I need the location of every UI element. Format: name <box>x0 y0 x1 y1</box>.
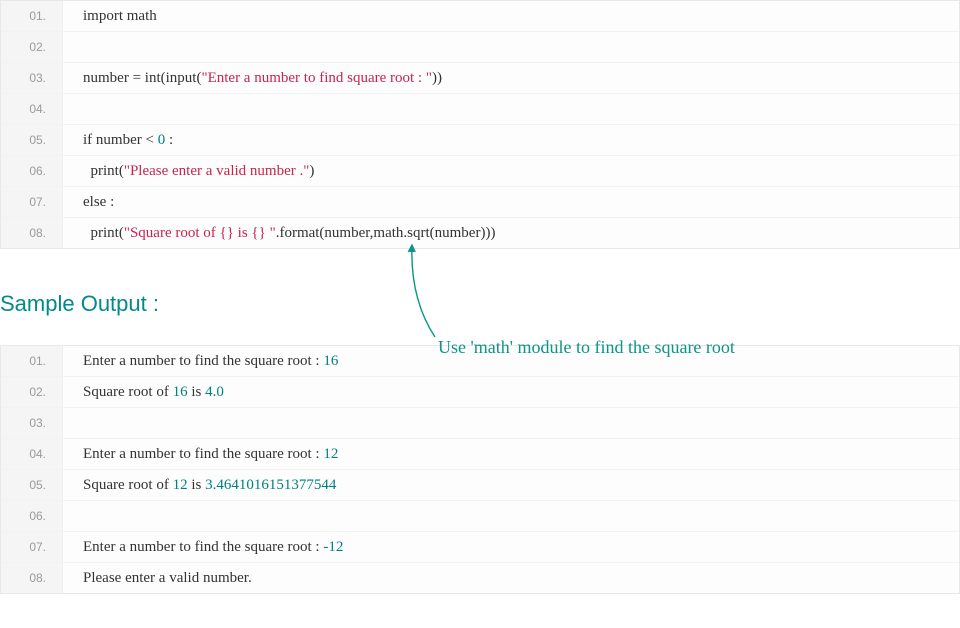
line-number: 04. <box>1 439 63 469</box>
line-content <box>63 510 83 522</box>
code-line: 04.Enter a number to find the square roo… <box>1 439 959 470</box>
line-content: Please enter a valid number. <box>63 564 252 593</box>
code-token: -12 <box>323 539 343 555</box>
code-token: )) <box>432 70 442 86</box>
line-number: 04. <box>1 94 63 124</box>
code-token: print( <box>83 225 124 241</box>
line-content: import math <box>63 2 157 31</box>
code-token: import math <box>83 8 157 24</box>
line-content: Square root of 12 is 3.4641016151377544 <box>63 471 336 500</box>
line-content: else : <box>63 188 114 217</box>
code-token: ) <box>309 163 314 179</box>
code-token: print( <box>83 163 124 179</box>
code-line: 07.Enter a number to find the square roo… <box>1 532 959 563</box>
code-token: 12 <box>173 477 188 493</box>
code-token: "Enter a number to find square root : " <box>201 70 432 86</box>
line-number: 05. <box>1 125 63 155</box>
line-content: Enter a number to find the square root :… <box>63 440 338 469</box>
line-number: 01. <box>1 1 63 31</box>
code-line: 08. Please enter a valid number. <box>1 563 959 593</box>
line-number: 06. <box>1 156 63 186</box>
code-line: 08. print("Square root of {} is {} ".for… <box>1 218 959 248</box>
code-token: is <box>188 384 206 400</box>
sample-output-heading: Sample Output : <box>0 291 960 317</box>
code-token: : <box>165 132 173 148</box>
code-line: 06. print("Please enter a valid number .… <box>1 156 959 187</box>
line-content: Square root of 16 is 4.0 <box>63 378 224 407</box>
line-content: Enter a number to find the square root :… <box>63 347 338 376</box>
line-number: 03. <box>1 63 63 93</box>
code-token: "Please enter a valid number ." <box>124 163 310 179</box>
output-block: 01.Enter a number to find the square roo… <box>0 345 960 594</box>
code-token: 12 <box>323 446 338 462</box>
code-token: Please enter a valid number. <box>83 570 252 586</box>
code-token: Square root of <box>83 477 173 493</box>
line-content: print("Square root of {} is {} ".format(… <box>63 219 495 248</box>
line-number: 08. <box>1 563 63 593</box>
code-line: 03.number = int(input("Enter a number to… <box>1 63 959 94</box>
line-content: Enter a number to find the square root :… <box>63 533 343 562</box>
code-line: 02.Square root of 16 is 4.0 <box>1 377 959 408</box>
line-number: 06. <box>1 501 63 531</box>
code-line: 07. else : <box>1 187 959 218</box>
code-token: "Square root of {} is {} " <box>124 225 276 241</box>
code-token: 16 <box>173 384 188 400</box>
code-token: Square root of <box>83 384 173 400</box>
code-token: Enter a number to find the square root : <box>83 353 323 369</box>
code-token: 16 <box>323 353 338 369</box>
line-number: 02. <box>1 377 63 407</box>
code-token: Enter a number to find the square root : <box>83 446 323 462</box>
line-content: if number < 0 : <box>63 126 173 155</box>
line-content <box>63 417 83 429</box>
code-token: if number < <box>83 132 158 148</box>
line-content: print("Please enter a valid number .") <box>63 157 314 186</box>
code-token: 3.4641016151377544 <box>205 477 336 493</box>
code-line: 05.Square root of 12 is 3.46410161513775… <box>1 470 959 501</box>
line-number: 07. <box>1 532 63 562</box>
code-token: .format(number,math.sqrt(number))) <box>276 225 496 241</box>
code-line: 06. <box>1 501 959 532</box>
code-line: 04. <box>1 94 959 125</box>
line-content: number = int(input("Enter a number to fi… <box>63 64 442 93</box>
line-number: 01. <box>1 346 63 376</box>
code-line: 03. <box>1 408 959 439</box>
line-content <box>63 41 83 53</box>
line-number: 02. <box>1 32 63 62</box>
code-line: 01. import math <box>1 1 959 32</box>
line-number: 05. <box>1 470 63 500</box>
code-token: else : <box>83 194 114 210</box>
code-line: 05.if number < 0 : <box>1 125 959 156</box>
code-token: Enter a number to find the square root : <box>83 539 323 555</box>
annotation-text: Use 'math' module to find the square roo… <box>438 337 735 358</box>
line-number: 08. <box>1 218 63 248</box>
code-line: 02. <box>1 32 959 63</box>
code-token: number = int(input( <box>83 70 201 86</box>
source-code-block: 01.import math02.03.number = int(input("… <box>0 0 960 249</box>
line-number: 07. <box>1 187 63 217</box>
line-number: 03. <box>1 408 63 438</box>
code-token: 4.0 <box>205 384 224 400</box>
line-content <box>63 103 83 115</box>
code-token: is <box>188 477 206 493</box>
